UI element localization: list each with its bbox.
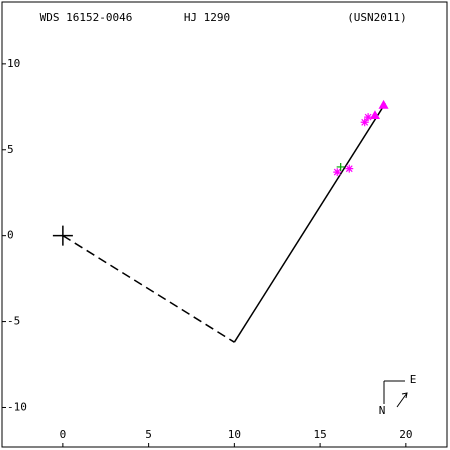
orbit-line bbox=[62, 235, 235, 343]
chart-title: WDS 16152-0046 bbox=[40, 11, 133, 24]
x-tick-label: 20 bbox=[399, 428, 412, 441]
observation bbox=[360, 118, 369, 127]
compass-arrowhead bbox=[401, 392, 408, 399]
compass-east: E bbox=[410, 373, 417, 386]
y-tick-label: 5 bbox=[7, 143, 14, 156]
primary-star bbox=[52, 225, 73, 246]
observation bbox=[345, 164, 354, 173]
compass-north: N bbox=[379, 404, 386, 417]
compass-arrow bbox=[396, 392, 408, 408]
x-tick-label: 0 bbox=[60, 428, 67, 441]
observation bbox=[364, 113, 373, 122]
compass bbox=[383, 380, 408, 408]
observation bbox=[333, 168, 342, 177]
observation bbox=[336, 162, 345, 171]
x-tick-label: 5 bbox=[145, 428, 152, 441]
orbit-line bbox=[233, 102, 386, 343]
observation bbox=[378, 99, 389, 109]
y-tick-label: 0 bbox=[7, 229, 14, 242]
x-tick-label: 15 bbox=[313, 428, 326, 441]
y-tick-label: 10 bbox=[7, 57, 20, 70]
y-tick-label: -10 bbox=[7, 400, 27, 413]
x-tick-label: 10 bbox=[228, 428, 241, 441]
observation bbox=[369, 110, 381, 119]
source-label: (USN2011) bbox=[347, 11, 407, 24]
chart-subtitle: HJ 1290 bbox=[184, 11, 230, 24]
y-tick-label: -5 bbox=[7, 315, 20, 328]
